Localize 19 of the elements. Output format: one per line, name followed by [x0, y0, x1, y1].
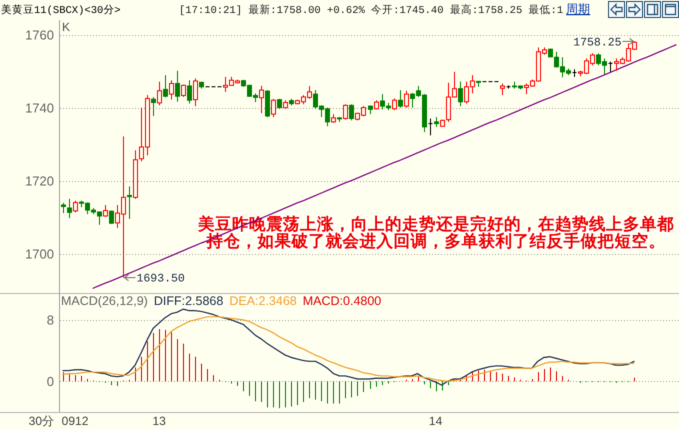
x-tick-label: 13 — [152, 414, 166, 428]
x-tick-label: 14 — [428, 414, 443, 428]
text: 周期 — [566, 2, 590, 16]
y-tick-label: 8 — [46, 312, 54, 328]
annotation: K — [62, 20, 70, 34]
line-series — [92, 44, 677, 289]
y-tick-label: 1700 — [25, 246, 54, 262]
x-axis-title: 30分 — [28, 414, 54, 428]
x-tick-label: 0912 — [62, 414, 89, 428]
y-tick-label: 1720 — [25, 173, 54, 188]
y-tick-label: 1760 — [25, 27, 54, 42]
chart-subtitle: [17:10:21] 最新:1758.00 +0.62% 今开:1745.40 最高:1758.25 最低:1 — [179, 3, 564, 17]
y-tick-label: 1740 — [25, 100, 54, 116]
annotation: 1758.25 — [573, 36, 622, 50]
chart-title: 美黄豆11(SBCX)<30分> — [1, 3, 121, 17]
chart-title: MACD(26,12,9) — [61, 294, 148, 308]
legend: DIFF:2.5868 DEA:2.3468 MACD:0.4800 — [154, 294, 382, 308]
y-tick-label: 0 — [46, 374, 54, 389]
annotation: 1693.50 — [136, 272, 185, 286]
